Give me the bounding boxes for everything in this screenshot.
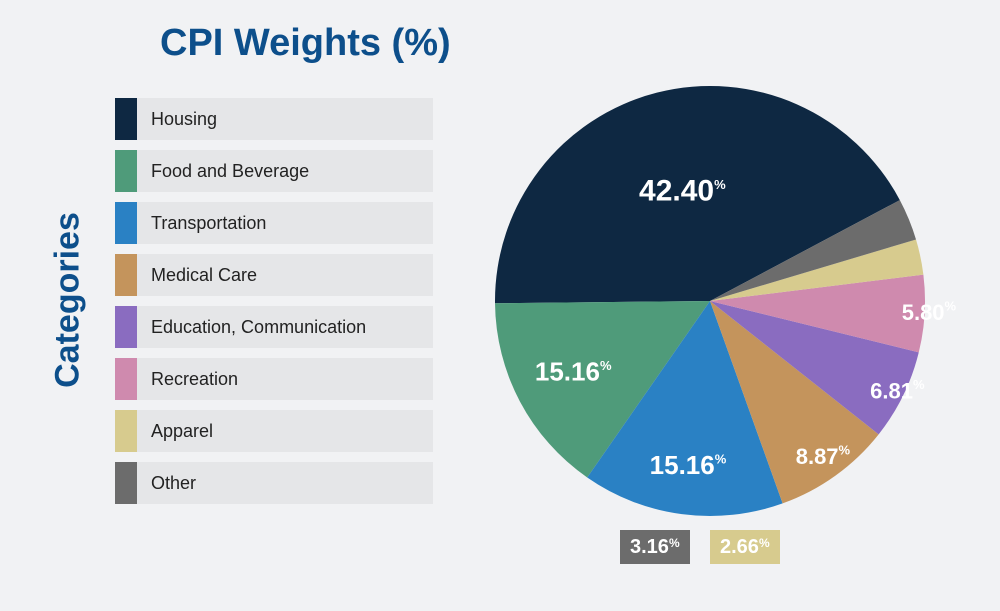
legend-label: Other (137, 473, 196, 494)
axis-label-categories: Categories (49, 212, 88, 388)
legend-label: Medical Care (137, 265, 257, 286)
legend-swatch (115, 150, 137, 192)
chart-title: CPI Weights (%) (160, 22, 451, 65)
legend-item: Housing (115, 98, 433, 140)
legend-label: Food and Beverage (137, 161, 309, 182)
legend-label: Recreation (137, 369, 238, 390)
legend-label: Apparel (137, 421, 213, 442)
external-label: 3.16% (620, 530, 690, 564)
external-label: 2.66% (710, 530, 780, 564)
legend-item: Medical Care (115, 254, 433, 296)
legend-swatch (115, 202, 137, 244)
legend-item: Other (115, 462, 433, 504)
legend-swatch (115, 306, 137, 348)
pie-chart: 42.40%15.16%15.16%8.87%6.81%5.80% (495, 86, 925, 516)
legend-swatch (115, 98, 137, 140)
legend-item: Transportation (115, 202, 433, 244)
legend: Housing Food and Beverage Transportation Me… (115, 98, 433, 514)
chart-container: CPI Weights (%) Categories Housing Food a… (0, 0, 1000, 611)
legend-item: Apparel (115, 410, 433, 452)
legend-label: Transportation (137, 213, 266, 234)
legend-label: Education, Communication (137, 317, 366, 338)
legend-swatch (115, 254, 137, 296)
legend-label: Housing (137, 109, 217, 130)
slice-label: 5.80% (902, 299, 957, 325)
slice-label: 42.40% (639, 175, 726, 208)
legend-item: Education, Communication (115, 306, 433, 348)
legend-item: Recreation (115, 358, 433, 400)
legend-swatch (115, 358, 137, 400)
legend-swatch (115, 462, 137, 504)
legend-swatch (115, 410, 137, 452)
slice-label: 6.81% (870, 378, 925, 404)
legend-item: Food and Beverage (115, 150, 433, 192)
